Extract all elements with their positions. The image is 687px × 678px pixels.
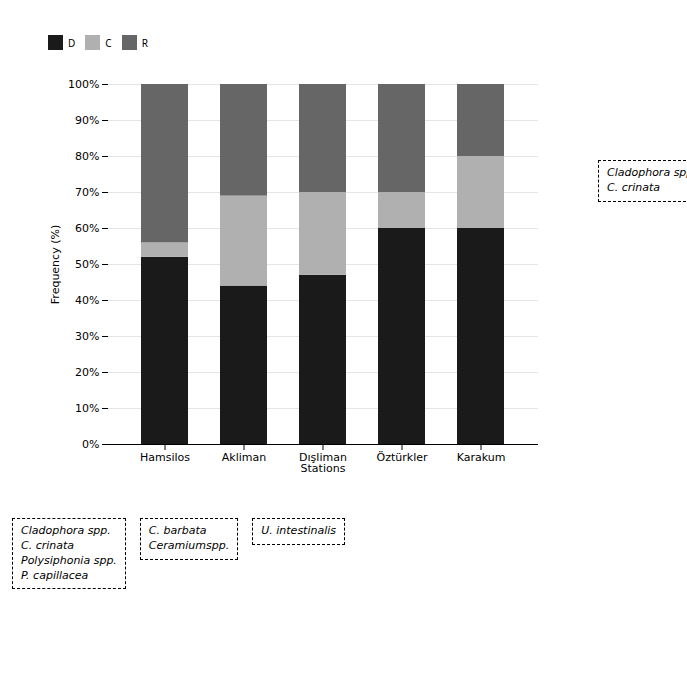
svg-text:Akliman: Akliman xyxy=(222,451,266,464)
svg-text:DışlimanStations: DışlimanStations xyxy=(299,451,347,475)
html-text:U. intestinalis: U. intestinalis xyxy=(261,524,336,537)
svg-text:20%: 20% xyxy=(75,366,99,379)
svg-text:90%: 90% xyxy=(75,114,99,127)
html-text:Cladophora spp. C. crinata Pol: Cladophora spp. C. crinata Polysiphonia … xyxy=(21,524,117,582)
svg-text:Öztürkler: Öztürkler xyxy=(377,451,428,464)
svg-text:Frequency (%): Frequency (%) xyxy=(49,225,62,304)
html-text:D: D xyxy=(68,35,76,50)
svg-text:50%: 50% xyxy=(75,258,99,271)
svg-text:30%: 30% xyxy=(75,330,99,343)
svg-text:70%: 70% xyxy=(75,186,99,199)
svg-text:60%: 60% xyxy=(75,222,99,235)
svg-text:80%: 80% xyxy=(75,150,99,163)
svg-text:0%: 0% xyxy=(82,438,99,451)
svg-text:Hamsilos: Hamsilos xyxy=(140,451,190,464)
html-text:C: C xyxy=(105,35,112,50)
html-text:R: R xyxy=(141,35,148,50)
svg-text:Karakum: Karakum xyxy=(457,451,506,464)
html-text:C. barbata Ceramiumspp.: C. barbata Ceramiumspp. xyxy=(148,524,230,552)
svg-text:10%: 10% xyxy=(75,402,99,415)
svg-text:100%: 100% xyxy=(68,78,99,91)
svg-text:40%: 40% xyxy=(75,294,99,307)
